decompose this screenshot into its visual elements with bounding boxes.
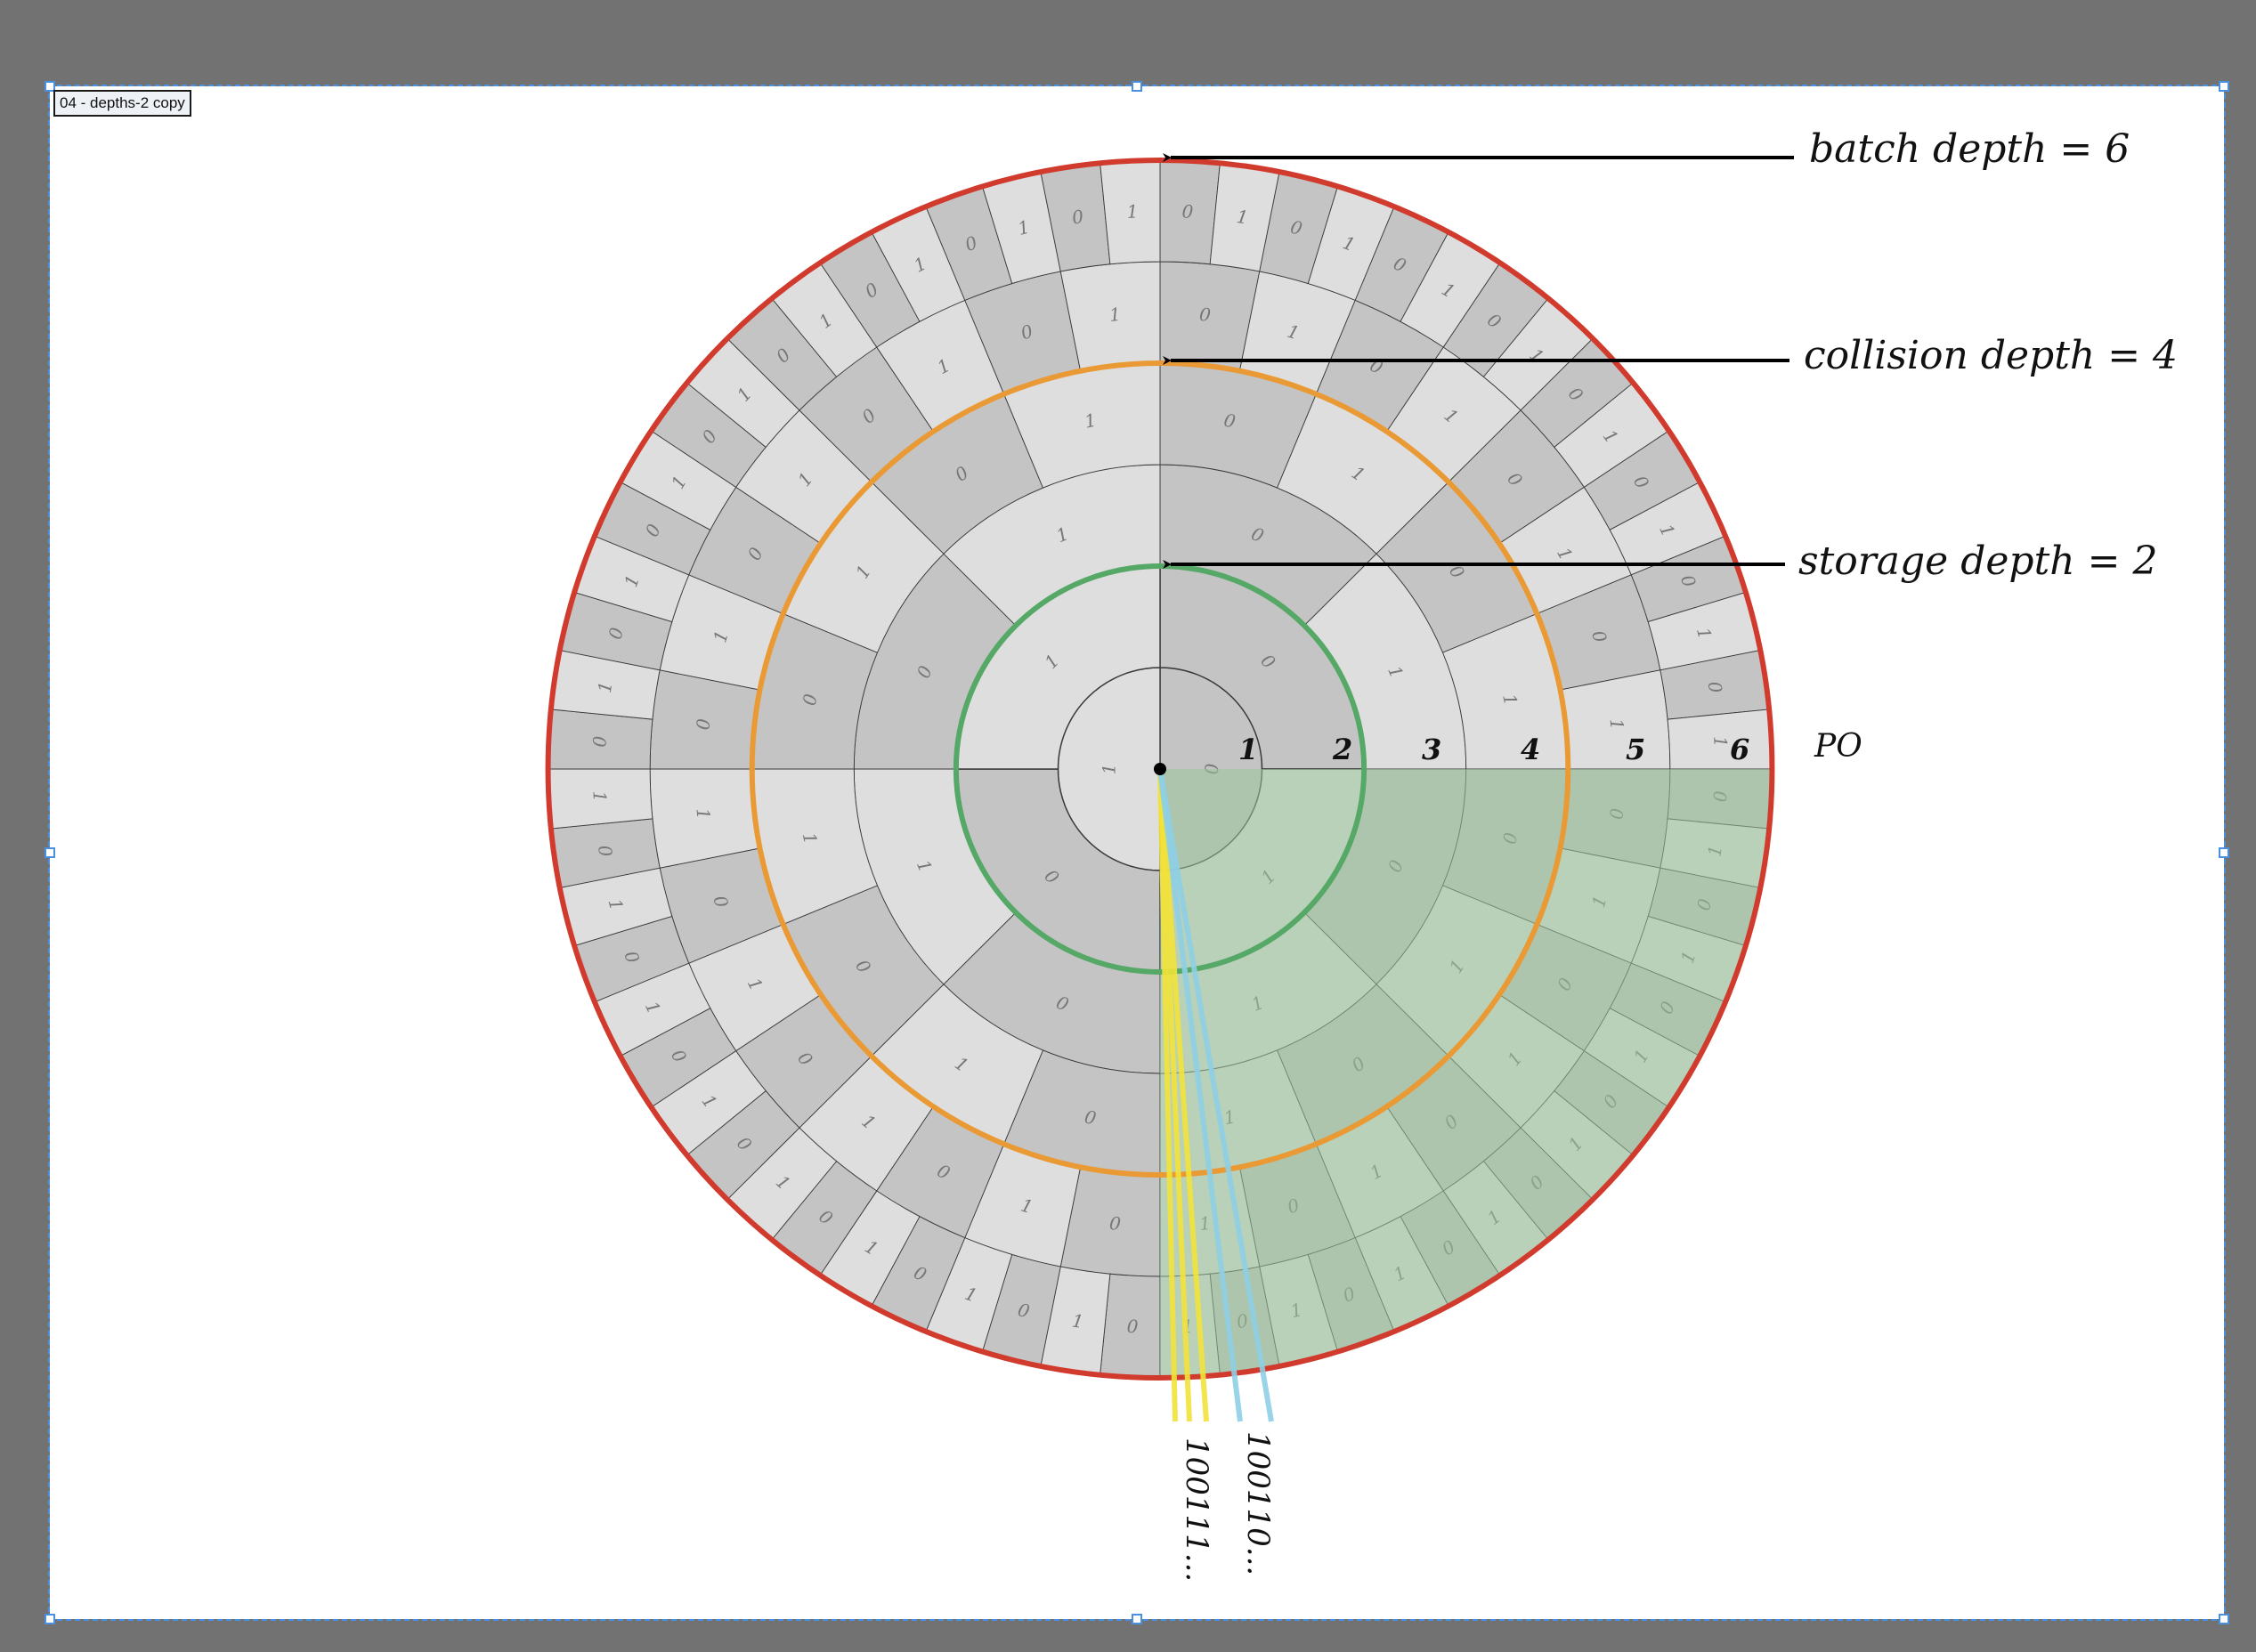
bit-label: 1 bbox=[1099, 764, 1120, 775]
resize-handle-bottom-left[interactable] bbox=[45, 1614, 55, 1624]
address-line bbox=[1157, 768, 1192, 1422]
collision-depth-label: collision depth = 4 bbox=[1804, 333, 2178, 378]
batch-depth-label: batch depth = 6 bbox=[1809, 126, 2130, 172]
bit-label: 0 bbox=[1108, 1212, 1122, 1235]
collision-depth-ring bbox=[749, 360, 1571, 1178]
root-node-dot bbox=[1154, 763, 1166, 775]
bit-label: 0 bbox=[1222, 409, 1238, 433]
po-label-1: 1 bbox=[1238, 733, 1258, 766]
resize-handle-bottom-right[interactable] bbox=[2219, 1614, 2229, 1624]
bit-label: 0 bbox=[1288, 216, 1304, 239]
bit-label: 0 bbox=[588, 735, 611, 748]
bit-label: 0 bbox=[1126, 1316, 1139, 1338]
po-label-4: 4 bbox=[1521, 733, 1540, 766]
bit-label: 1 bbox=[1083, 409, 1098, 433]
resize-handle-bottom-center[interactable] bbox=[1132, 1614, 1142, 1624]
bit-label: 0 bbox=[692, 717, 714, 731]
bit-label: 1 bbox=[1498, 692, 1522, 708]
bit-label: 1 bbox=[1070, 1309, 1084, 1332]
bit-label: 0 bbox=[1704, 680, 1727, 694]
address-label-100110: 100110... bbox=[1240, 1431, 1276, 1575]
bit-label: 1 bbox=[605, 896, 628, 912]
po-label-6: 6 bbox=[1730, 733, 1749, 766]
po-label-3: 3 bbox=[1422, 733, 1441, 766]
po-axis-label: PO bbox=[1814, 728, 1862, 765]
address-line bbox=[1157, 768, 1274, 1422]
bit-label: 1 bbox=[1606, 717, 1628, 731]
bit-label: 1 bbox=[799, 830, 822, 846]
neighborhood-highlight bbox=[1160, 769, 1773, 1378]
bit-label: 0 bbox=[1016, 1299, 1032, 1322]
address-line bbox=[1157, 768, 1243, 1422]
bit-label: 0 bbox=[1181, 200, 1194, 223]
po-label-5: 5 bbox=[1626, 733, 1645, 766]
storage-depth-label: storage depth = 2 bbox=[1798, 539, 2157, 584]
bit-label: 1 bbox=[692, 807, 714, 821]
resize-handle-middle-right[interactable] bbox=[2219, 847, 2229, 858]
resize-handle-top-left[interactable] bbox=[45, 81, 55, 92]
bit-label: 0 bbox=[799, 692, 822, 707]
address-lines bbox=[1157, 768, 1274, 1422]
bit-label: 0 bbox=[594, 844, 617, 858]
bit-label: 1 bbox=[1235, 206, 1249, 229]
bit-label: 1 bbox=[594, 680, 617, 694]
bit-label: 1 bbox=[1692, 626, 1716, 642]
artboard-name-label[interactable]: 04 - depths-2 copy bbox=[53, 90, 191, 117]
bit-label: 0 bbox=[1070, 206, 1084, 229]
bit-label: 1 bbox=[588, 790, 611, 803]
bit-label: 0 bbox=[1198, 304, 1212, 326]
address-line bbox=[1157, 768, 1209, 1422]
bit-label: 0 bbox=[1083, 1105, 1098, 1129]
resize-handle-middle-left[interactable] bbox=[45, 847, 55, 858]
address-label-100111: 100111... bbox=[1179, 1437, 1214, 1582]
highlight-quadrant bbox=[1160, 769, 1773, 1378]
bit-label: 1 bbox=[1016, 216, 1032, 239]
bit-label: 0 bbox=[605, 625, 628, 641]
storage-depth-ring bbox=[953, 563, 1367, 975]
bit-label: 1 bbox=[1709, 735, 1732, 748]
bit-label: 1 bbox=[1126, 200, 1139, 223]
bit-label: 1 bbox=[1108, 304, 1122, 326]
depth-rings bbox=[545, 158, 1775, 1381]
resize-handle-top-right[interactable] bbox=[2219, 81, 2229, 92]
resize-handle-top-center[interactable] bbox=[1132, 81, 1142, 92]
batch-depth-ring bbox=[545, 158, 1775, 1381]
po-label-2: 2 bbox=[1332, 733, 1352, 766]
